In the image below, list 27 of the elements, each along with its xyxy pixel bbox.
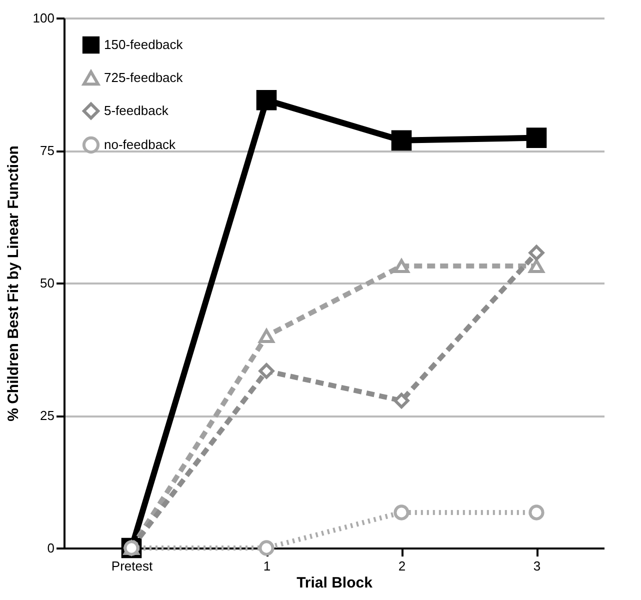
legend-label: 725-feedback — [104, 70, 184, 85]
point — [258, 540, 274, 556]
x-tick-label: Pretest — [111, 558, 153, 574]
point — [391, 130, 412, 151]
legend-label: 150-feedback — [104, 37, 184, 52]
point — [528, 244, 544, 261]
x-tick-label: 3 — [533, 558, 541, 574]
point — [394, 259, 410, 274]
point — [258, 329, 274, 343]
point — [258, 363, 274, 379]
y-tick-label: 25 — [40, 408, 54, 423]
legend-label: no-feedback — [104, 137, 176, 152]
point — [256, 90, 277, 110]
y-axis-title: % Children Best Fit by Linear Function — [4, 146, 22, 422]
y-tick-label: 0 — [47, 540, 54, 556]
point — [526, 128, 547, 148]
point — [394, 504, 410, 520]
y-tick-label: 100 — [32, 10, 54, 26]
x-tick-label: 1 — [263, 558, 271, 574]
point — [394, 392, 410, 408]
point — [528, 504, 544, 520]
y-tick-label: 50 — [40, 276, 54, 290]
y-tick-label: 75 — [40, 143, 54, 158]
legend-label: 5-feedback — [104, 103, 169, 118]
x-tick-label: 2 — [398, 558, 406, 574]
point — [528, 259, 544, 274]
x-axis-title: Trial Block — [296, 574, 374, 592]
